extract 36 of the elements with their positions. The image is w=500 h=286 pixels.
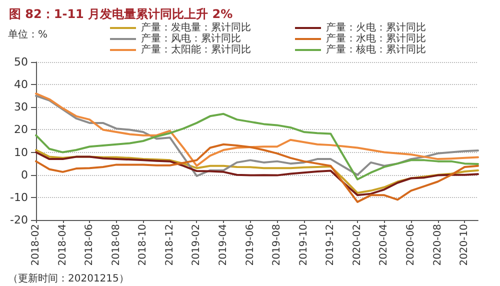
x-tick-label: 2019-12 [325, 224, 336, 266]
x-tick-label: 2020-02 [352, 224, 363, 266]
x-tick-label: 2018-04 [57, 224, 68, 266]
y-tick-label: -10 [10, 190, 28, 204]
legend-label: 产量：太阳能：累计同比 [141, 44, 251, 56]
line-series [35, 112, 479, 180]
y-axis-title: 单位：% [8, 28, 48, 40]
x-tick-label: 2018-08 [110, 224, 122, 266]
line-series [35, 143, 479, 203]
x-tick-label: 2019-02 [191, 224, 202, 266]
legend-label: 产量：风电：累计同比 [141, 32, 241, 44]
legend-label: 产量：火电：累计同比 [326, 22, 426, 34]
x-tick-label: 2018-06 [84, 224, 96, 266]
legend-label: 产量：发电量：累计同比 [141, 22, 251, 34]
x-tick-label: 2018-12 [164, 224, 176, 266]
y-tick-label: 20 [14, 123, 28, 136]
x-tick-label: 2020-08 [432, 224, 444, 266]
x-tick-label: 2019-08 [272, 224, 283, 266]
x-tick-label: 2020-10 [459, 224, 470, 266]
x-tick-label: 2019-06 [244, 224, 256, 266]
x-tick-label: 2018-02 [30, 224, 42, 266]
y-tick-label: 0 [21, 168, 28, 182]
y-tick-label: 50 [14, 56, 28, 68]
y-tick-label: 40 [14, 78, 28, 92]
y-tick-label: -20 [10, 214, 28, 226]
legend-label: 产量：水电：累计同比 [326, 32, 426, 44]
x-tick-label: 2018-10 [138, 224, 149, 266]
y-tick-label: 30 [14, 100, 28, 114]
x-tick-label: 2019-04 [218, 224, 230, 266]
chart-title: 图 82：1-11 月发电量累计同比上升 2% [9, 7, 233, 21]
legend-label: 产量：核电：累计同比 [326, 44, 426, 56]
text: （更新时间：20201215） [8, 272, 129, 284]
x-tick-label: 2019-10 [298, 224, 310, 266]
x-tick-label: 2020-06 [406, 224, 417, 266]
x-tick-label: 2020-04 [378, 224, 390, 266]
y-tick-label: 10 [14, 146, 28, 159]
